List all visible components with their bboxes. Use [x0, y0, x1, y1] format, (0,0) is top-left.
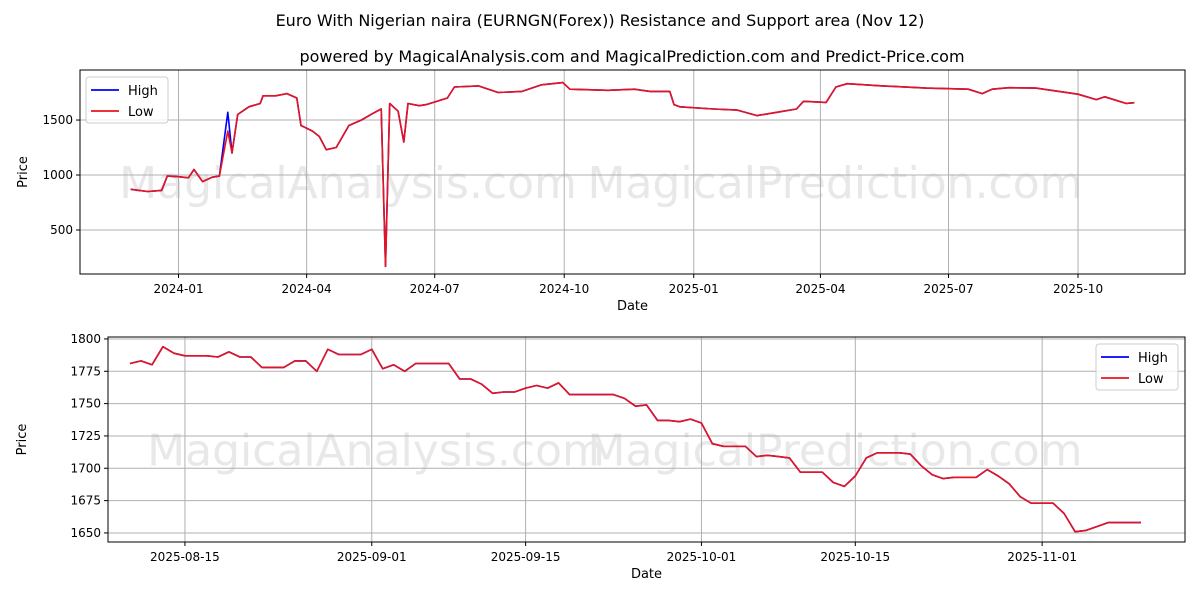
y-tick-label: 500 — [50, 223, 73, 237]
y-axis-label: Price — [16, 156, 31, 188]
y-tick-label: 1750 — [70, 397, 101, 411]
x-axis-label: Date — [631, 567, 662, 582]
x-tick-label: 2024-04 — [282, 282, 332, 296]
bottom-chart: MagicalAnalysis.comMagicalPrediction.com… — [15, 332, 1186, 582]
x-tick-label: 2024-07 — [410, 282, 460, 296]
low-series-line — [129, 345, 1141, 533]
watermark: MagicalPrediction.com — [588, 426, 1083, 477]
x-tick-label: 2024-10 — [539, 282, 589, 296]
chart-subtitle: powered by MagicalAnalysis.com and Magic… — [299, 47, 964, 66]
x-tick-label: 2025-08-15 — [150, 550, 220, 564]
x-tick-label: 2025-07 — [923, 282, 973, 296]
top-chart: MagicalAnalysis.com MagicalPrediction.com… — [16, 69, 1186, 314]
legend-high-label: High — [128, 84, 158, 99]
y-tick-label: 1000 — [42, 168, 73, 182]
y-tick-label: 1800 — [70, 332, 101, 346]
x-tick-label: 2025-09-15 — [491, 550, 561, 564]
x-tick-label: 2024-01 — [153, 282, 203, 296]
watermark: MagicalAnalysis.com — [147, 426, 605, 477]
x-tick-label: 2025-11-01 — [1007, 550, 1077, 564]
y-tick-label: 1700 — [70, 461, 101, 475]
x-tick-label: 2025-10 — [1053, 282, 1103, 296]
y-tick-label: 1775 — [70, 364, 101, 378]
axes-frame — [107, 336, 1186, 543]
legend-low-label: Low — [128, 105, 154, 120]
low-series-line — [130, 81, 1135, 268]
legend-low-label: Low — [1138, 372, 1164, 387]
watermark: MagicalAnalysis.com — [119, 158, 577, 209]
axes-frame — [79, 69, 1186, 275]
y-axis-label: Price — [15, 424, 30, 456]
y-tick-label: 1500 — [42, 113, 73, 127]
x-tick-label: 2025-10-01 — [667, 550, 737, 564]
x-tick-label: 2025-09-01 — [337, 550, 407, 564]
y-tick-label: 1675 — [70, 494, 101, 508]
watermark: MagicalPrediction.com — [588, 158, 1083, 209]
y-tick-label: 1650 — [70, 526, 101, 540]
chart-title: Euro With Nigerian naira (EURNGN(Forex))… — [276, 11, 925, 30]
x-tick-label: 2025-01 — [669, 282, 719, 296]
x-tick-label: 2025-10-15 — [820, 550, 890, 564]
x-axis-label: Date — [617, 299, 648, 314]
x-tick-label: 2025-04 — [795, 282, 845, 296]
y-tick-label: 1725 — [70, 429, 101, 443]
legend-high-label: High — [1138, 351, 1168, 366]
